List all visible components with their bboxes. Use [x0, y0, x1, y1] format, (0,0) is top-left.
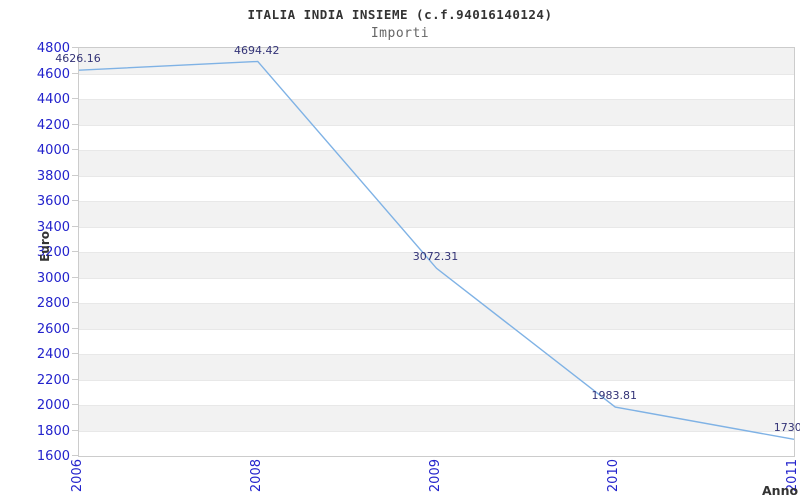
y-tick-mark: [72, 404, 78, 405]
plot-area: [78, 47, 795, 457]
y-tick-label: 1800: [36, 423, 70, 439]
y-tick-label: 2400: [36, 347, 70, 362]
y-tick-label: 4400: [36, 92, 70, 107]
y-tick-mark: [72, 276, 78, 278]
y-tick-mark: [72, 174, 78, 176]
y-tick-mark: [72, 149, 78, 150]
grid-band: [79, 430, 794, 456]
chart-title: ITALIA INDIA INSIEME (c.f.94016140124): [247, 7, 553, 22]
grid-band: [79, 379, 794, 405]
y-tick-mark: [72, 378, 78, 380]
grid-band: [79, 73, 794, 99]
point-label: 3072.31: [412, 250, 459, 264]
y-tick-label: 4800: [36, 41, 70, 56]
line-plot: [78, 60, 795, 441]
grid-band: [79, 175, 794, 201]
grid-band: [79, 354, 794, 380]
point-label: 4626.16: [55, 52, 101, 66]
chart-subtitle: Importi: [370, 26, 430, 41]
point-label: 1983.81: [591, 389, 638, 403]
y-tick-mark: [72, 455, 78, 456]
y-tick-label: 4200: [36, 117, 70, 133]
y-axis-title: Euro: [38, 231, 52, 262]
x-tick-label: 2008: [248, 459, 264, 493]
grid-band: [79, 328, 794, 354]
y-tick-label: 2200: [36, 372, 70, 388]
y-tick-mark: [72, 225, 78, 227]
grid-band: [79, 277, 794, 303]
y-tick-mark: [72, 429, 78, 431]
y-tick-mark: [72, 123, 78, 125]
grid-band: [79, 99, 794, 125]
y-tick-mark: [72, 302, 78, 303]
x-tick-label: 2009: [427, 459, 443, 493]
y-tick-mark: [72, 72, 78, 74]
point-label: 4694.42: [234, 44, 280, 57]
grid-band: [79, 303, 794, 329]
x-tick-label: 2010: [606, 459, 622, 493]
y-tick-mark: [72, 47, 78, 48]
grid-band: [79, 150, 794, 176]
y-tick-label: 4600: [36, 66, 70, 82]
y-tick-label: 3800: [36, 168, 70, 184]
x-tick-label: 2006: [70, 459, 85, 493]
y-tick-mark: [72, 200, 78, 201]
grid-band: [79, 124, 794, 150]
grid-band: [79, 252, 794, 278]
grid-band: [79, 48, 794, 74]
y-tick-label: 2800: [36, 296, 70, 311]
x-axis-title: Anno: [762, 483, 799, 498]
y-tick-label: 2600: [36, 321, 70, 337]
grid-band: [79, 201, 794, 227]
y-tick-label: 3600: [36, 194, 70, 209]
grid-band: [79, 405, 794, 431]
series-line: [78, 60, 795, 441]
y-tick-label: 2000: [36, 398, 70, 413]
y-tick-label: 3000: [36, 270, 70, 286]
grid-band: [79, 226, 794, 252]
y-tick-label: 1600: [36, 449, 70, 464]
y-tick-label: 4000: [36, 143, 70, 158]
point-label: 1730.6: [773, 421, 800, 435]
y-tick-mark: [72, 251, 78, 252]
y-tick-mark: [72, 327, 78, 329]
y-tick-mark: [72, 98, 78, 99]
y-tick-label: 3400: [36, 219, 70, 235]
y-tick-mark: [72, 353, 78, 354]
y-tick-label: 3200: [36, 245, 70, 260]
